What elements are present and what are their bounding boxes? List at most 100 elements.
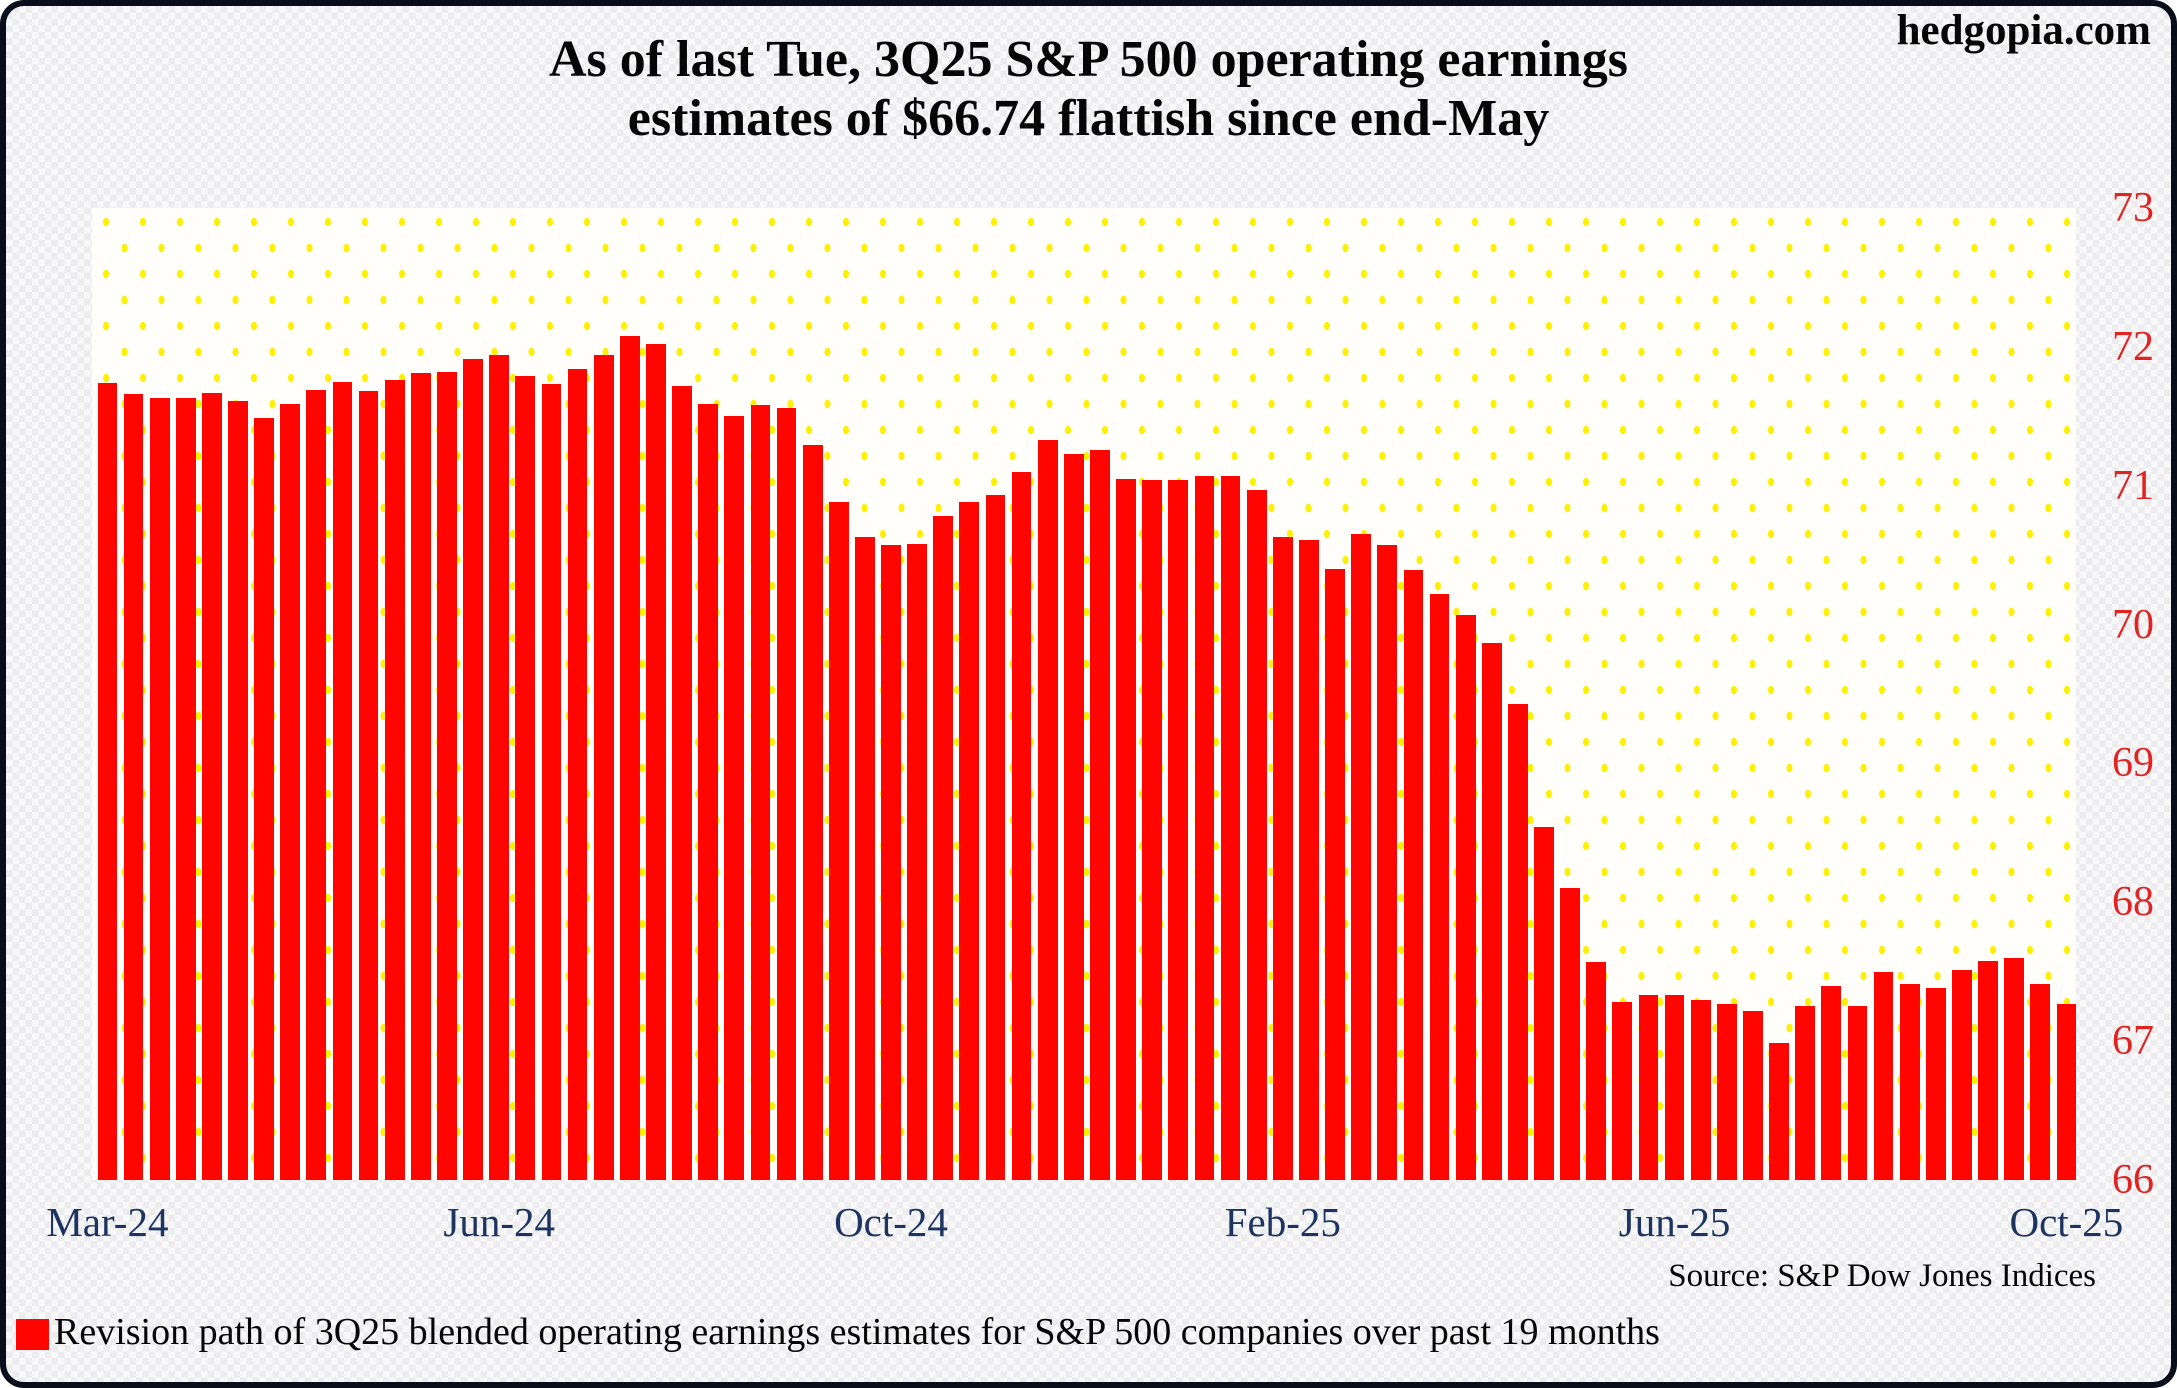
bar (2056, 1003, 2077, 1180)
bar (228, 401, 248, 1180)
x-axis-tick-label: Oct-24 (834, 1199, 948, 1245)
bar (1299, 539, 1319, 1180)
bar (1560, 888, 1581, 1180)
x-axis-tick-label: Oct-25 (2009, 1199, 2124, 1245)
legend-label: Revision path of 3Q25 blended operating … (54, 1311, 1660, 1353)
bar (959, 502, 980, 1180)
bar (384, 380, 405, 1180)
bar (1220, 476, 1241, 1180)
bar (1899, 984, 1920, 1180)
bar (1534, 827, 1554, 1180)
bar (1011, 471, 1032, 1180)
bar (515, 376, 536, 1180)
bar (1272, 537, 1293, 1180)
bar (1246, 489, 1267, 1180)
bar (306, 389, 327, 1180)
bar (1194, 476, 1215, 1180)
y-axis-tick-label: 68 (2112, 879, 2154, 926)
y-axis-tick-label: 69 (2112, 740, 2154, 787)
bar (1507, 703, 1528, 1180)
bar (1429, 594, 1450, 1180)
x-axis-tick-label: Jun-24 (443, 1199, 555, 1245)
bar (175, 398, 196, 1180)
source-note: Source: S&P Dow Jones Indices (1668, 1258, 2096, 1294)
bar (1325, 569, 1345, 1180)
legend: Revision path of 3Q25 blended operating … (16, 1310, 1660, 1354)
bar (881, 545, 901, 1180)
bar (1455, 614, 1476, 1180)
bar (724, 416, 745, 1180)
bar (1952, 970, 1972, 1180)
bar (698, 403, 719, 1180)
bar (489, 355, 510, 1180)
bar (463, 359, 483, 1180)
page-title: As of last Tue, 3Q25 S&P 500 operating e… (0, 30, 2177, 148)
x-axis-tick-label: Mar-24 (46, 1199, 169, 1245)
bar (97, 382, 118, 1180)
page-title-line1: As of last Tue, 3Q25 S&P 500 operating e… (548, 31, 1629, 88)
bar (1925, 988, 1946, 1180)
bar (646, 344, 666, 1180)
y-axis-tick-label: 73 (2112, 185, 2154, 231)
bar (358, 391, 379, 1180)
bar (854, 537, 875, 1180)
bar (254, 417, 275, 1180)
bar (802, 445, 823, 1180)
brand-link[interactable]: hedgopia.com (1896, 7, 2151, 54)
bar (1716, 1003, 1737, 1180)
bar (1090, 449, 1110, 1180)
bar (619, 335, 640, 1180)
bar (907, 544, 928, 1180)
bar (1873, 971, 1894, 1180)
bar (1168, 480, 1189, 1180)
bar (123, 394, 144, 1180)
bar (437, 371, 457, 1180)
y-axis-tick-label: 66 (2112, 1157, 2154, 1203)
bar (280, 403, 301, 1180)
bar (672, 385, 692, 1180)
bar (933, 516, 954, 1180)
bar (1063, 453, 1084, 1180)
legend-marker (16, 1318, 49, 1350)
bar (2030, 984, 2051, 1180)
y-axis-tick-label: 71 (2112, 462, 2154, 509)
bar (1769, 1042, 1789, 1180)
bar (1664, 995, 1685, 1180)
bar (1978, 960, 1998, 1180)
bar (2004, 957, 2025, 1180)
y-axis-tick-label: 67 (2112, 1018, 2154, 1065)
bar (593, 355, 614, 1180)
bar (1847, 1006, 1868, 1180)
bar (1377, 545, 1398, 1180)
bar (567, 369, 588, 1180)
bar (985, 495, 1006, 1180)
bar (1351, 534, 1372, 1180)
bar (1821, 985, 1842, 1180)
bar (541, 384, 562, 1180)
bar (1116, 478, 1136, 1180)
y-axis-tick-label: 72 (2112, 323, 2154, 370)
bar (776, 407, 797, 1180)
bar (828, 502, 849, 1180)
page-title-line2: estimates of $66.74 flattish since end-M… (627, 90, 1550, 147)
bar (1142, 480, 1163, 1180)
bar (1403, 570, 1424, 1180)
bar (1037, 439, 1058, 1180)
bar (410, 373, 431, 1180)
bar (332, 381, 353, 1180)
bar (750, 405, 771, 1180)
x-axis-tick-label: Jun-25 (1618, 1199, 1731, 1245)
bar (1481, 642, 1502, 1180)
bar (1586, 962, 1607, 1180)
bar (1690, 999, 1711, 1180)
plot-area (92, 208, 2077, 1180)
bar (201, 392, 222, 1180)
x-axis-tick-label: Feb-25 (1224, 1199, 1341, 1245)
bar (1795, 1006, 1816, 1180)
y-axis-tick-label: 70 (2112, 601, 2154, 648)
bar (1743, 1010, 1763, 1180)
bar (1612, 1002, 1633, 1180)
bar (1638, 995, 1659, 1180)
bar (149, 398, 170, 1180)
